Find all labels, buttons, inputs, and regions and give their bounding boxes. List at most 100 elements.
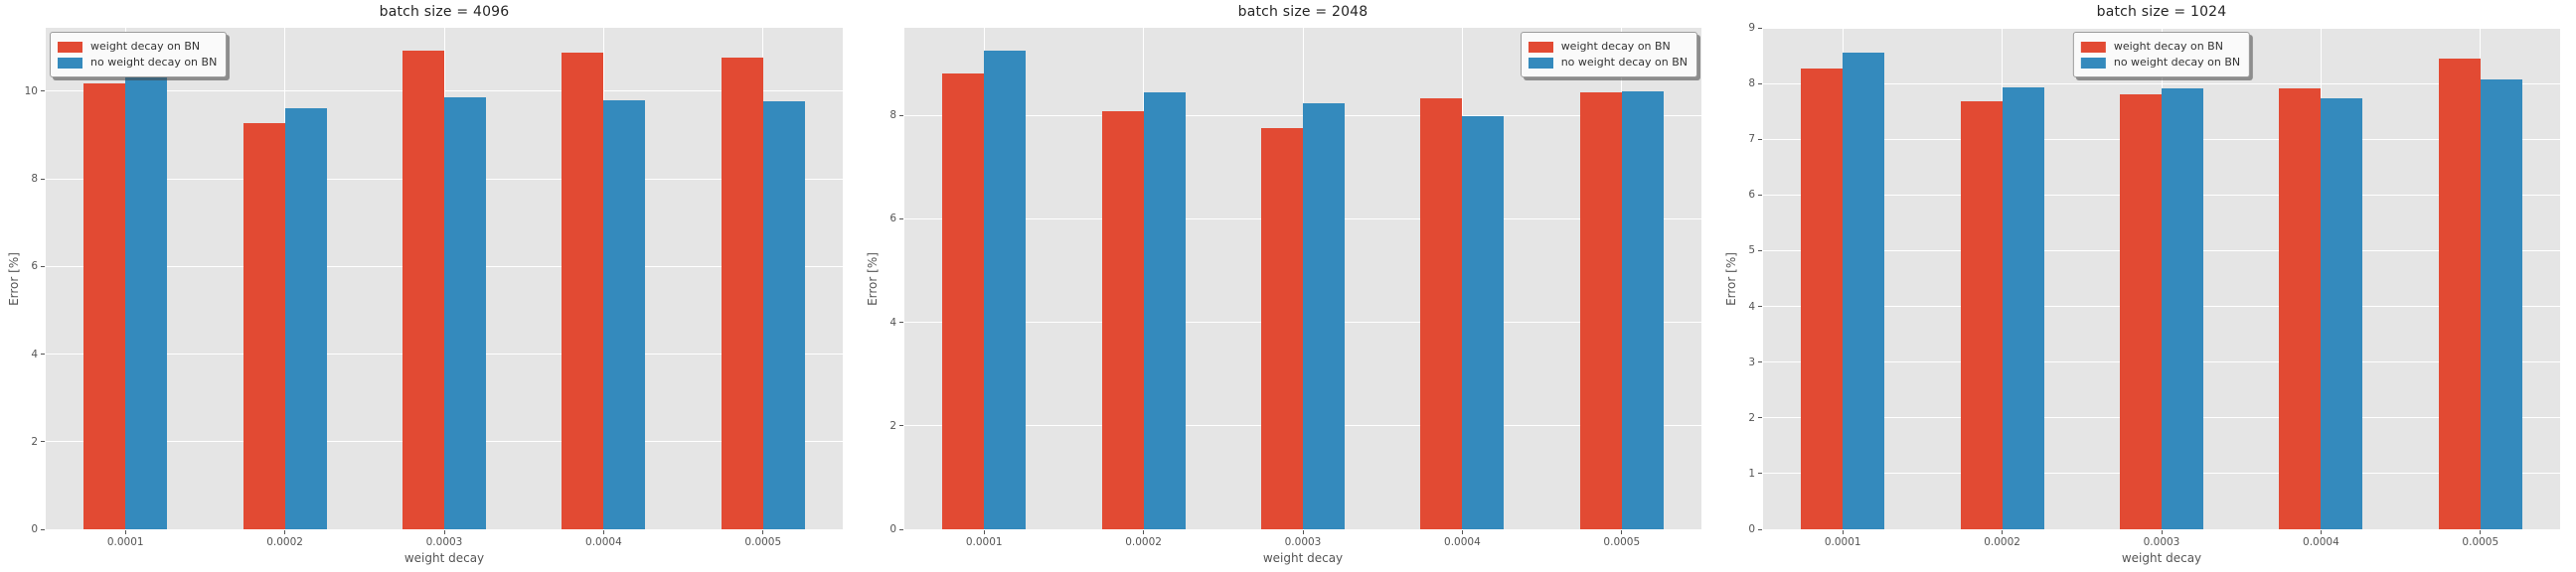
x-tick-label: 0.0002 xyxy=(266,536,303,548)
bar-weight-decay-on-bn xyxy=(83,83,126,529)
y-tick-label: 5 xyxy=(1748,244,1755,257)
legend-swatch-blue xyxy=(1528,57,1553,69)
x-tick-label: 0.0005 xyxy=(2462,536,2499,548)
legend-item: weight decay on BN xyxy=(2080,40,2240,54)
y-tick-label: 0 xyxy=(31,523,38,535)
bar-weight-decay-on-bn xyxy=(1960,101,2003,529)
x-tick-label: 0.0003 xyxy=(425,536,463,548)
y-tick-mark xyxy=(899,217,903,219)
x-axis-label: weight decay xyxy=(403,551,485,565)
bar-no-weight-decay-on-bn xyxy=(984,50,1027,529)
x-axis-label: weight decay xyxy=(2121,551,2202,565)
bar-weight-decay-on-bn xyxy=(721,57,763,529)
y-tick-label: 0 xyxy=(889,523,896,535)
y-tick-mark xyxy=(41,354,45,356)
x-tick-mark xyxy=(1621,530,1623,534)
y-tick-mark xyxy=(41,265,45,267)
chart-panel: batch size = 2048 weight decay on BN no we… xyxy=(859,0,1717,572)
x-tick-mark xyxy=(983,530,985,534)
bar-weight-decay-on-bn xyxy=(942,72,985,529)
legend: weight decay on BN no weight decay on BN xyxy=(2072,32,2251,77)
bar-no-weight-decay-on-bn xyxy=(1621,90,1664,529)
x-tick-mark xyxy=(443,530,445,534)
x-tick-label: 0.0005 xyxy=(744,536,782,548)
legend-label: weight decay on BN xyxy=(2113,40,2223,53)
legend-swatch-blue xyxy=(2080,57,2106,69)
x-tick-label: 0.0004 xyxy=(1444,536,1481,548)
bar-no-weight-decay-on-bn xyxy=(1143,92,1186,529)
x-tick-label: 0.0001 xyxy=(1824,536,1861,548)
y-tick-mark xyxy=(899,114,903,116)
x-tick-mark xyxy=(1143,530,1145,534)
bar-weight-decay-on-bn xyxy=(2438,59,2481,529)
x-tick-label: 0.0004 xyxy=(2303,536,2339,548)
y-tick-label: 1 xyxy=(1748,467,1755,480)
x-tick-label: 0.0005 xyxy=(1603,536,1641,548)
y-tick-mark xyxy=(1758,82,1762,84)
bar-no-weight-decay-on-bn xyxy=(762,100,805,529)
bar-weight-decay-on-bn xyxy=(562,53,604,529)
x-tick-mark xyxy=(1842,530,1844,534)
y-tick-label: 7 xyxy=(1748,133,1755,146)
y-tick-label: 4 xyxy=(31,348,38,360)
x-tick-label: 0.0003 xyxy=(1284,536,1322,548)
y-tick-mark xyxy=(899,528,903,530)
x-tick-mark xyxy=(2161,530,2163,534)
y-tick-mark xyxy=(899,425,903,427)
x-tick-label: 0.0002 xyxy=(1125,536,1162,548)
y-tick-label: 8 xyxy=(31,173,38,186)
y-tick-mark xyxy=(41,178,45,180)
bar-no-weight-decay-on-bn xyxy=(1843,53,1885,529)
chart-panel: batch size = 4096 weight decay on BN no we… xyxy=(0,0,859,572)
y-tick-label: 3 xyxy=(1748,356,1755,368)
legend-item: no weight decay on BN xyxy=(58,56,217,70)
chart-title: batch size = 2048 xyxy=(1237,4,1368,20)
bar-weight-decay-on-bn xyxy=(242,122,285,529)
x-tick-mark xyxy=(762,530,764,534)
y-tick-label: 9 xyxy=(1748,22,1755,34)
y-tick-label: 2 xyxy=(1748,411,1755,424)
y-tick-mark xyxy=(1758,306,1762,308)
y-tick-mark xyxy=(41,90,45,92)
legend-label: no weight decay on BN xyxy=(2113,56,2241,69)
chart-panel: batch size = 1024 weight decay on BN no we… xyxy=(1717,0,2576,572)
bar-no-weight-decay-on-bn xyxy=(444,96,486,529)
bar-no-weight-decay-on-bn xyxy=(603,99,646,529)
chart-title: batch size = 4096 xyxy=(379,4,510,20)
x-tick-mark xyxy=(2002,530,2004,534)
bar-no-weight-decay-on-bn xyxy=(284,107,327,529)
y-tick-label: 0 xyxy=(1748,523,1755,535)
legend-swatch-red xyxy=(2080,41,2106,53)
bar-no-weight-decay-on-bn xyxy=(125,75,168,529)
y-tick-label: 6 xyxy=(1748,189,1755,202)
x-tick-mark xyxy=(124,530,126,534)
bar-weight-decay-on-bn xyxy=(2120,93,2162,529)
y-tick-label: 4 xyxy=(1748,300,1755,313)
x-tick-label: 0.0002 xyxy=(1984,536,2020,548)
legend: weight decay on BN no weight decay on BN xyxy=(1520,32,1697,77)
y-tick-label: 8 xyxy=(889,109,896,122)
gridline-horizontal xyxy=(1763,28,2560,29)
y-tick-label: 6 xyxy=(889,213,896,225)
x-tick-label: 0.0003 xyxy=(2143,536,2180,548)
y-tick-mark xyxy=(1758,249,1762,251)
bar-no-weight-decay-on-bn xyxy=(1303,103,1345,529)
y-tick-label: 4 xyxy=(889,316,896,329)
y-tick-mark xyxy=(41,528,45,530)
bar-no-weight-decay-on-bn xyxy=(2321,98,2363,529)
y-tick-mark xyxy=(41,441,45,443)
y-axis-label: Error [%] xyxy=(866,251,880,306)
legend: weight decay on BN no weight decay on BN xyxy=(50,32,228,77)
gridline-horizontal xyxy=(46,90,843,92)
x-tick-mark xyxy=(602,530,604,534)
legend-item: no weight decay on BN xyxy=(2080,56,2241,70)
legend-item: weight decay on BN xyxy=(58,40,217,54)
y-tick-mark xyxy=(1758,138,1762,140)
bar-weight-decay-on-bn xyxy=(1261,128,1303,529)
legend-swatch-red xyxy=(58,41,82,53)
bar-weight-decay-on-bn xyxy=(2279,88,2322,529)
y-tick-label: 2 xyxy=(889,419,896,432)
chart-title: batch size = 1024 xyxy=(2096,4,2227,20)
legend-item: no weight decay on BN xyxy=(1528,56,1688,70)
plot-area: weight decay on BN no weight decay on BN xyxy=(904,28,1701,529)
